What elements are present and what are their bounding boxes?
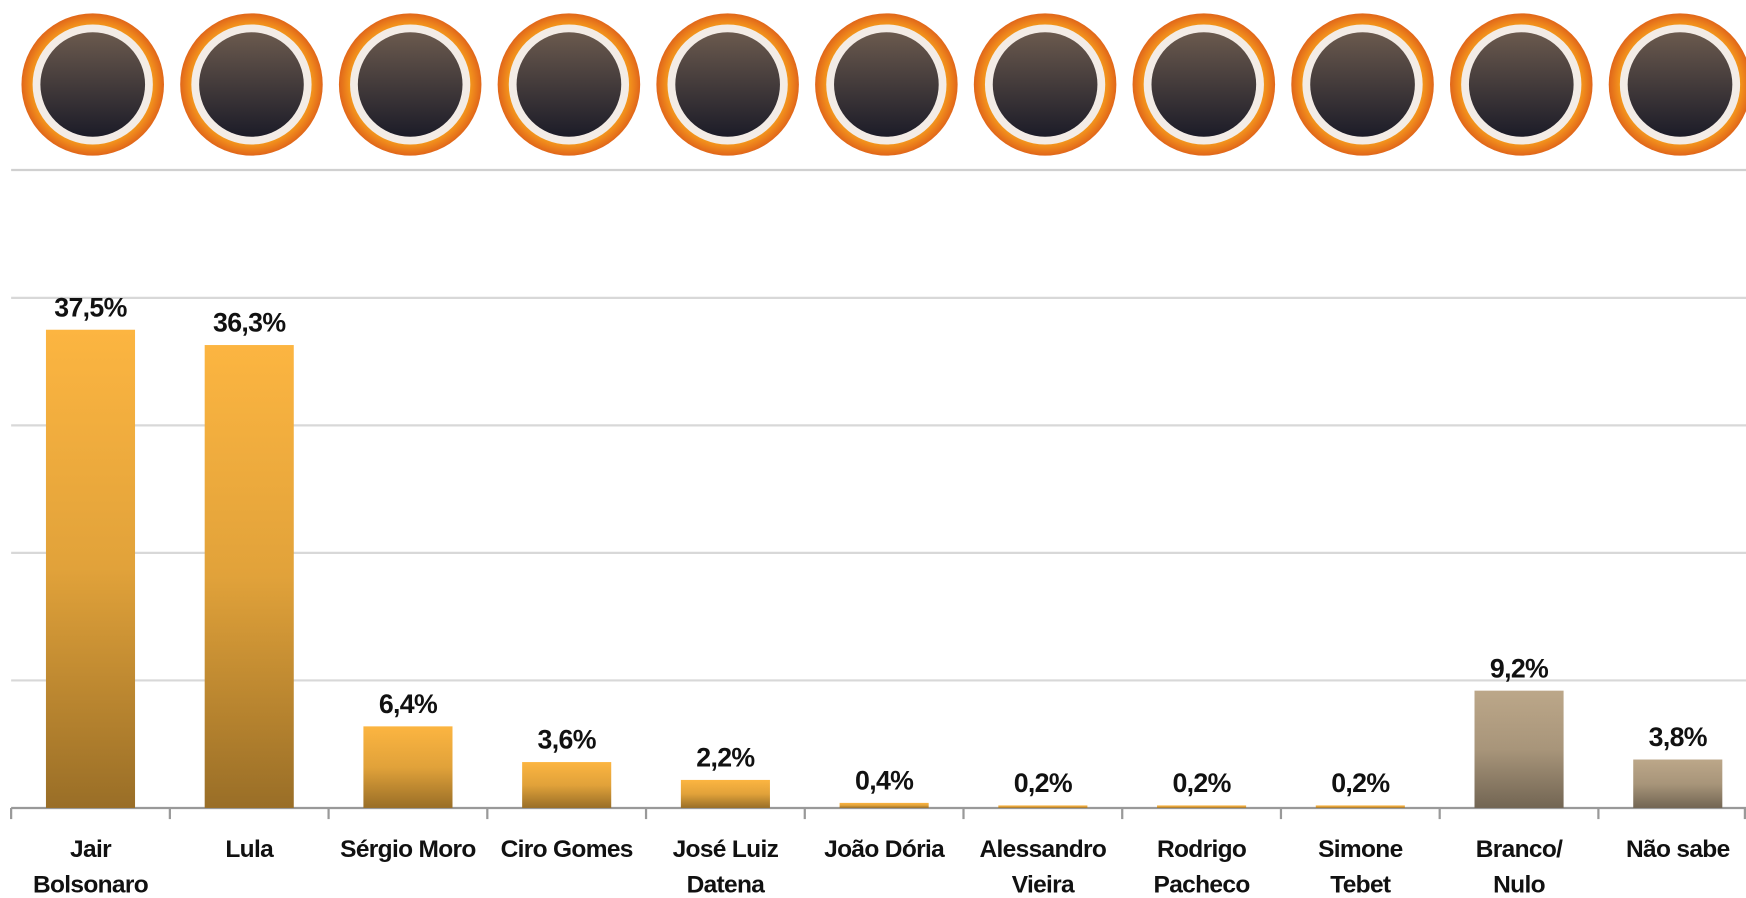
x-tick-label-line: Sérgio Moro <box>340 836 476 863</box>
photo <box>357 32 463 137</box>
photo <box>834 32 939 137</box>
x-tick-label: João Dória <box>824 836 945 863</box>
value-label: 9,2% <box>1490 653 1549 683</box>
x-tick-label: Jair Bolsonaro <box>33 836 148 898</box>
bar <box>363 726 453 808</box>
value-label: 0,2% <box>1331 768 1390 798</box>
x-tick-label-line: Vieira <box>1012 871 1075 898</box>
x-tick-label-line: João Dória <box>824 836 945 863</box>
photo <box>199 32 304 137</box>
bar <box>1157 805 1247 808</box>
bar <box>839 802 929 808</box>
bar <box>1633 759 1723 808</box>
x-tick-label-line: Jair <box>70 836 112 863</box>
x-tick-label-line: Pacheco <box>1154 871 1250 898</box>
x-tick-label-line: Branco/ <box>1476 836 1563 863</box>
photo-row <box>21 13 1746 156</box>
x-tick-label-line: Rodrigo <box>1157 836 1246 863</box>
value-label: 36,3% <box>213 308 286 338</box>
bar <box>998 805 1088 808</box>
x-tick-label-line: Lula <box>225 836 274 863</box>
x-tick-label-line: Ciro Gomes <box>501 836 633 863</box>
photo <box>40 32 146 137</box>
x-tick-label: Rodrigo Pacheco <box>1154 836 1250 898</box>
value-label: 0,2% <box>1172 768 1231 798</box>
bar <box>1315 805 1405 808</box>
value-label: 37,5% <box>54 292 127 322</box>
bar <box>522 762 612 808</box>
x-tick-label-line: Datena <box>687 871 766 898</box>
x-tick-label-line: Tebet <box>1330 871 1391 898</box>
bar <box>45 329 136 808</box>
photo <box>992 32 1098 137</box>
x-tick-label: Não sabe <box>1626 836 1730 863</box>
value-label: 0,4% <box>855 766 914 796</box>
x-tick-label-line: José Luiz <box>673 836 779 863</box>
value-label: 2,2% <box>696 743 755 773</box>
photo <box>1468 32 1574 137</box>
x-tick-label: José Luiz Datena <box>673 836 779 898</box>
x-tick-label-line: Nulo <box>1493 871 1545 898</box>
x-tick-label: Sérgio Moro <box>340 836 476 863</box>
bar <box>204 345 294 808</box>
value-label: 0,2% <box>1014 768 1073 798</box>
value-label: 3,6% <box>538 725 597 755</box>
x-tick-label: Ciro Gomes <box>501 836 633 863</box>
x-tick-label: Lula <box>225 836 274 863</box>
photo <box>1151 32 1257 137</box>
bar <box>1474 690 1564 808</box>
x-tick-label-line: Não sabe <box>1626 836 1730 863</box>
x-tick-label: Alessandro Vieira <box>980 836 1107 898</box>
value-label: 6,4% <box>379 689 438 719</box>
photo <box>1627 32 1733 137</box>
bar <box>680 779 770 808</box>
photo <box>1310 32 1415 137</box>
x-tick-label: Simone Tebet <box>1318 836 1403 898</box>
photo <box>675 32 780 137</box>
x-tick-label-line: Simone <box>1318 836 1403 863</box>
photo <box>516 32 622 137</box>
x-tick-label: Branco/Nulo <box>1476 836 1563 898</box>
value-label: 3,8% <box>1649 722 1708 752</box>
x-tick-label-line: Alessandro <box>980 836 1107 863</box>
x-tick-label-line: Bolsonaro <box>33 871 148 898</box>
